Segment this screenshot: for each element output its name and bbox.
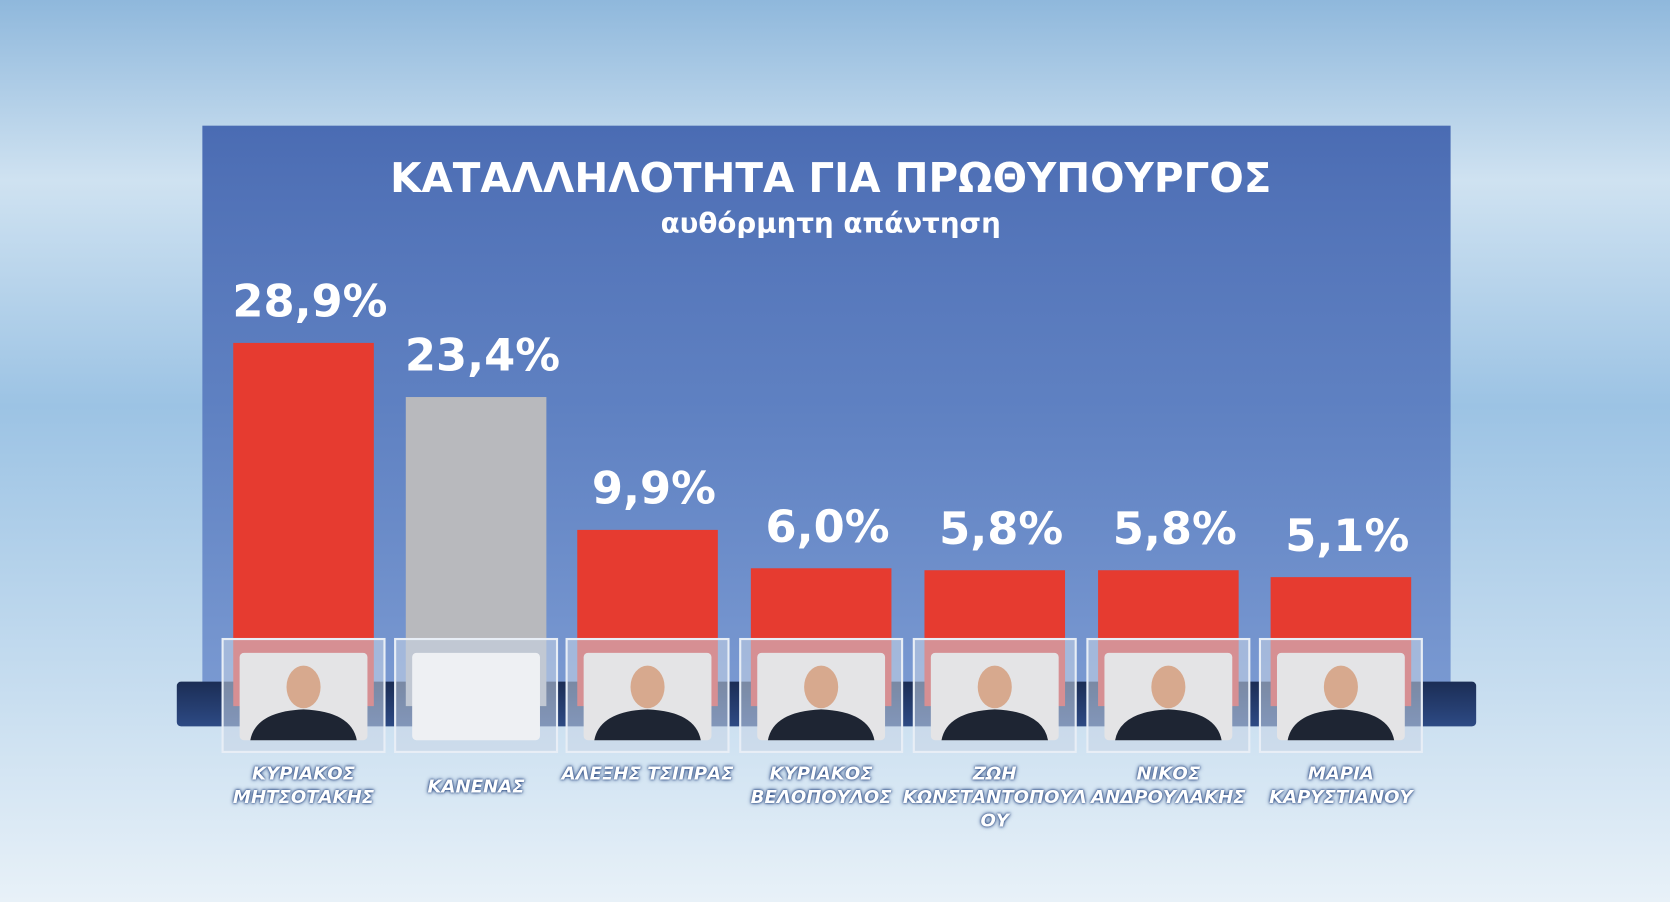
value-label: 28,9% (232, 275, 387, 328)
photo-body (594, 709, 701, 741)
value-label: 9,9% (592, 462, 716, 515)
value-label: 5,1% (1285, 509, 1409, 562)
photo-head (977, 665, 1012, 709)
photo-head (1151, 665, 1186, 709)
x-tick-label: ΖΩΗ ΚΩΝΣΤΑΝΤΟΠΟΥΛΟΥ (902, 763, 1087, 832)
photo (412, 652, 540, 741)
value-label: 23,4% (405, 329, 560, 382)
photo-body (767, 709, 875, 741)
value-label: 5,8% (1113, 502, 1237, 555)
chart-title: ΚΑΤΑΛΛΗΛΟΤΗΤΑ ΓΙΑ ΠΡΩΘΥΠΟΥΡΓΟΣ (390, 154, 1271, 202)
chart-subtitle: αυθόρμητη απάντηση (661, 207, 1001, 240)
photo-head (286, 665, 321, 709)
photo-head (804, 665, 839, 709)
value-label: 6,0% (766, 500, 890, 553)
x-tick-label: ΚΥΡΙΑΚΟΣ ΒΕΛΟΠΟΥΛΟΣ (750, 763, 892, 809)
x-tick-label: ΚΑΝΕΝΑΣ (427, 776, 525, 798)
photo-body (250, 709, 357, 741)
value-label: 5,8% (939, 502, 1063, 555)
photo-head (630, 665, 665, 709)
x-tick-label: ΝΙΚΟΣ ΑΝΔΡΟΥΛΑΚΗΣ (1091, 763, 1246, 809)
photo-head (1323, 665, 1358, 709)
x-tick-label: ΜΑΡΙΑ ΚΑΡΥΣΤΙΑΝΟΥ (1269, 763, 1413, 809)
x-tick-label: ΑΛΕΞΗΣ ΤΣΙΠΡΑΣ (561, 763, 734, 785)
x-tick-label: ΚΥΡΙΑΚΟΣ ΜΗΤΣΟΤΑΚΗΣ (232, 763, 375, 809)
photo-body (1287, 709, 1395, 741)
photo-body (941, 709, 1049, 741)
photo-body (1115, 709, 1222, 741)
